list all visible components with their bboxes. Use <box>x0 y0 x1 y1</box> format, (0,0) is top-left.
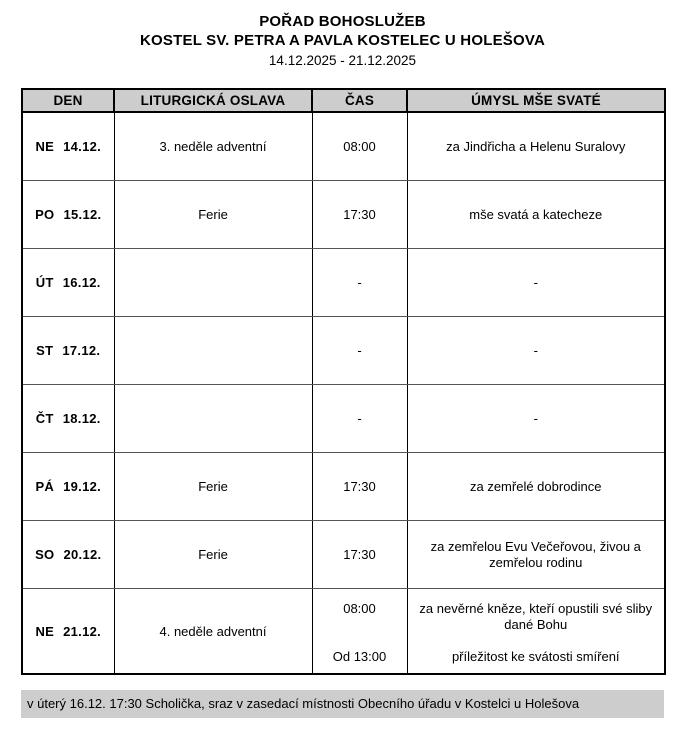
cell-time-secondary: Od 13:00 <box>332 649 387 664</box>
cell-time: 17:30 <box>312 520 408 589</box>
cell-time: - <box>312 248 408 317</box>
cell-intention: za zemřelou Evu Večeřovou, živou a zemře… <box>407 520 665 589</box>
day-code: ÚT <box>35 275 54 290</box>
cell-celebration: 3. neděle adventní <box>114 112 313 181</box>
day-code: PO <box>35 207 55 222</box>
page-subtitle-church: KOSTEL SV. PETRA A PAVLA KOSTELEC U HOLE… <box>140 32 545 49</box>
cell-day: PÁ 19.12. <box>22 452 115 521</box>
day-code: NE <box>35 139 55 154</box>
date-range: 14.12.2025 - 21.12.2025 <box>268 53 417 68</box>
day-code: SO <box>35 547 55 562</box>
cell-intention: za nevěrné kněze, kteří opustili své sli… <box>407 588 665 674</box>
page-header: POŘAD BOHOSLUŽEB KOSTEL SV. PETRA A PAVL… <box>0 0 685 70</box>
table-row: SO 20.12. Ferie 17:30 za zemřelou Evu Več… <box>22 520 665 589</box>
column-header-intention: ÚMYSL MŠE SVATÉ <box>407 89 665 113</box>
table-row: NE 14.12. 3. neděle adventní 08:00 za Jin… <box>22 112 665 181</box>
table-row: ST 17.12. - - <box>22 316 665 385</box>
cell-day: NE 21.12. <box>22 588 115 674</box>
cell-celebration: Ferie <box>114 452 313 521</box>
day-date: 21.12. <box>63 623 102 639</box>
cell-celebration: Ferie <box>114 520 313 589</box>
day-code: PÁ <box>35 479 55 494</box>
table-row: NE 21.12. 4. neděle adventní 08:00 Od 13:… <box>22 588 665 674</box>
day-code: ST <box>36 343 54 358</box>
cell-celebration <box>114 248 313 317</box>
day-date: 18.12. <box>62 411 101 426</box>
cell-time: 17:30 <box>312 180 408 249</box>
cell-intention: - <box>407 316 665 385</box>
cell-day: PO 15.12. <box>22 180 115 249</box>
footer-note: v úterý 16.12. 17:30 Scholička, sraz v z… <box>21 690 664 718</box>
cell-celebration: 4. neděle adventní <box>114 588 313 674</box>
cell-day: ÚT 16.12. <box>22 248 115 317</box>
day-date: 16.12. <box>62 275 101 290</box>
cell-celebration <box>114 384 313 453</box>
cell-day: NE 14.12. <box>22 112 115 181</box>
cell-celebration: Ferie <box>114 180 313 249</box>
day-code: ČT <box>35 411 54 426</box>
cell-intention: mše svatá a katecheze <box>407 180 665 249</box>
cell-intention-primary: za nevěrné kněze, kteří opustili své sli… <box>419 601 653 632</box>
day-date: 17.12. <box>62 343 101 358</box>
table-row: ČT 18.12. - - <box>22 384 665 453</box>
day-date: 20.12. <box>63 547 102 562</box>
schedule-table: DEN LITURGICKÁ OSLAVA ČAS ÚMYSL MŠE SVAT… <box>21 88 666 675</box>
table-row: ÚT 16.12. - - <box>22 248 665 317</box>
cell-intention: - <box>407 384 665 453</box>
cell-intention: za zemřelé dobrodince <box>407 452 665 521</box>
day-date: 14.12. <box>63 139 102 154</box>
table-row: PO 15.12. Ferie 17:30 mše svatá a kateche… <box>22 180 665 249</box>
page-title: POŘAD BOHOSLUŽEB <box>259 13 426 30</box>
cell-time: 08:00 Od 13:00 <box>312 588 408 674</box>
column-header-time: ČAS <box>312 89 408 113</box>
cell-celebration <box>114 316 313 385</box>
cell-time: - <box>312 384 408 453</box>
schedule-table-container: DEN LITURGICKÁ OSLAVA ČAS ÚMYSL MŠE SVAT… <box>21 88 666 675</box>
cell-day: ST 17.12. <box>22 316 115 385</box>
day-date: 15.12. <box>63 207 102 222</box>
cell-time-primary: 08:00 <box>343 601 376 616</box>
column-header-day: DEN <box>22 89 115 113</box>
cell-day: ČT 18.12. <box>22 384 115 453</box>
cell-intention-secondary: příležitost ke svátosti smíření <box>451 649 620 664</box>
cell-intention: za Jindřicha a Helenu Suralovy <box>407 112 665 181</box>
day-code: NE <box>35 623 55 639</box>
cell-time: 17:30 <box>312 452 408 521</box>
day-date: 19.12. <box>63 479 102 494</box>
cell-time: 08:00 <box>312 112 408 181</box>
table-header-row: DEN LITURGICKÁ OSLAVA ČAS ÚMYSL MŠE SVAT… <box>22 89 665 113</box>
cell-time: - <box>312 316 408 385</box>
table-row: PÁ 19.12. Ferie 17:30 za zemřelé dobrodin… <box>22 452 665 521</box>
cell-intention: - <box>407 248 665 317</box>
column-header-celebration: LITURGICKÁ OSLAVA <box>114 89 313 113</box>
cell-day: SO 20.12. <box>22 520 115 589</box>
